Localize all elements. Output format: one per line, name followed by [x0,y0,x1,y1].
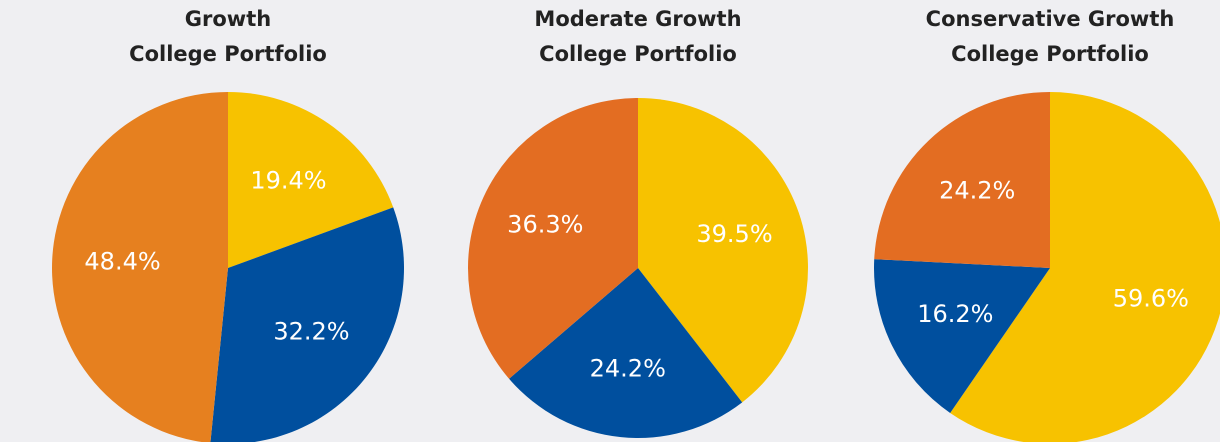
data-label: 24.2% [939,176,1015,204]
chart-title: College Portfolio [129,42,327,66]
pie-slice [874,259,1050,413]
pie-slice [228,92,394,268]
chart-title: Growth [185,7,271,31]
pie-slice [874,92,1050,268]
chart-title: Conservative Growth [926,7,1175,31]
data-label: 48.4% [84,248,160,276]
data-label: 16.2% [917,300,993,328]
chart-title: Moderate Growth [534,7,741,31]
data-label: 59.6% [1113,284,1189,312]
pie-slice [509,268,743,438]
chart-title: College Portfolio [951,42,1149,66]
data-label: 24.2% [590,354,666,382]
pie-slice [638,98,808,403]
chart-title: College Portfolio [539,42,737,66]
pie-slice [950,92,1220,442]
data-label: 36.3% [507,210,583,238]
pie-slice [468,98,638,379]
data-label: 32.2% [273,318,349,346]
pie-slice [52,92,228,442]
data-label: 39.5% [696,220,772,248]
pie-slice [210,207,404,442]
data-label: 19.4% [250,166,326,194]
